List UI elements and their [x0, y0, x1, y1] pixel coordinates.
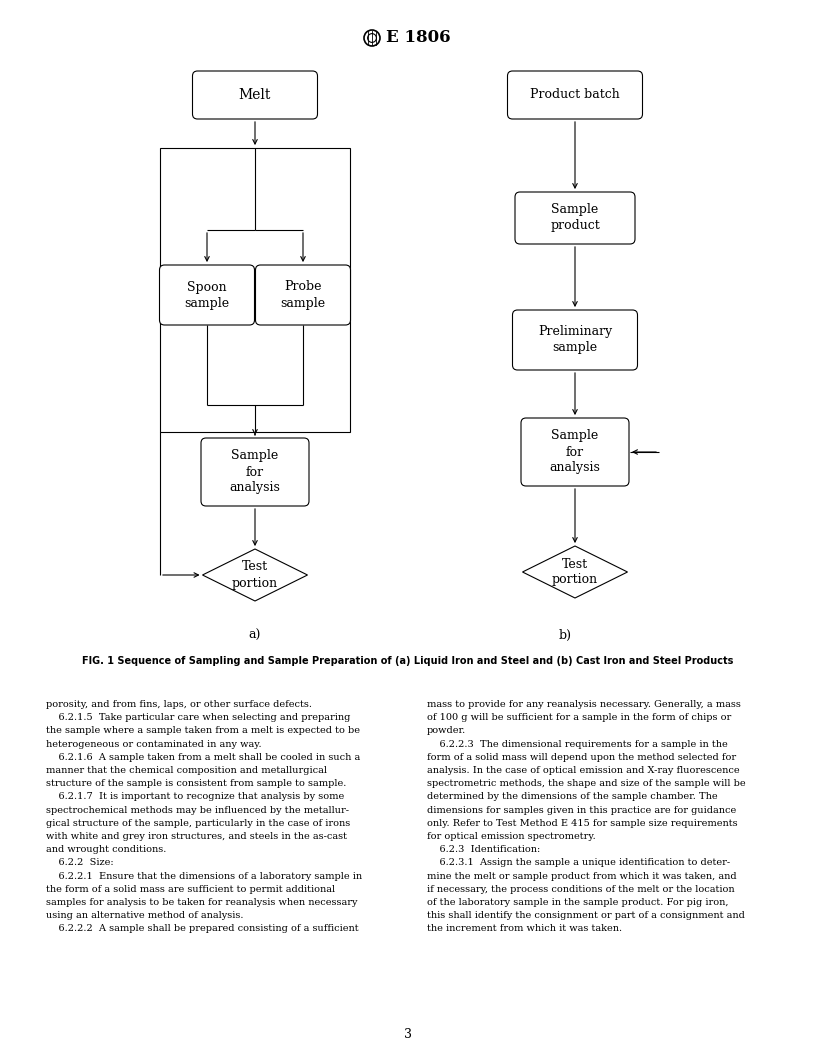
Text: Preliminary
sample: Preliminary sample [538, 325, 612, 355]
Text: spectrochemical methods may be influenced by the metallur-: spectrochemical methods may be influence… [46, 806, 349, 814]
Text: 6.2.2.3  The dimensional requirements for a sample in the: 6.2.2.3 The dimensional requirements for… [427, 739, 728, 749]
Text: mine the melt or sample product from which it was taken, and: mine the melt or sample product from whi… [427, 871, 737, 881]
Text: FIG. 1 Sequence of Sampling and Sample Preparation of (a) Liquid Iron and Steel : FIG. 1 Sequence of Sampling and Sample P… [82, 656, 734, 666]
Text: the form of a solid mass are sufficient to permit additional: the form of a solid mass are sufficient … [46, 885, 335, 893]
Text: Test
portion: Test portion [552, 558, 598, 586]
Text: 6.2.3  Identification:: 6.2.3 Identification: [427, 845, 540, 854]
FancyBboxPatch shape [521, 418, 629, 486]
Text: Melt: Melt [239, 88, 271, 102]
Text: 6.2.2  Size:: 6.2.2 Size: [46, 859, 113, 867]
Text: powder.: powder. [427, 727, 466, 735]
Text: mass to provide for any reanalysis necessary. Generally, a mass: mass to provide for any reanalysis neces… [427, 700, 741, 709]
FancyBboxPatch shape [255, 265, 351, 325]
Text: 6.2.3.1  Assign the sample a unique identification to deter-: 6.2.3.1 Assign the sample a unique ident… [427, 859, 730, 867]
Text: 6.2.1.7  It is important to recognize that analysis by some: 6.2.1.7 It is important to recognize tha… [46, 792, 344, 802]
Polygon shape [522, 546, 628, 598]
Text: E 1806: E 1806 [386, 30, 450, 46]
Text: 3: 3 [404, 1029, 412, 1041]
Text: the sample where a sample taken from a melt is expected to be: the sample where a sample taken from a m… [46, 727, 360, 735]
Text: samples for analysis to be taken for reanalysis when necessary: samples for analysis to be taken for rea… [46, 898, 357, 907]
Text: of the laboratory sample in the sample product. For pig iron,: of the laboratory sample in the sample p… [427, 898, 729, 907]
Polygon shape [202, 549, 308, 601]
Text: 6.2.2.2  A sample shall be prepared consisting of a sufficient: 6.2.2.2 A sample shall be prepared consi… [46, 924, 358, 934]
FancyBboxPatch shape [201, 438, 309, 506]
Text: 6.2.1.5  Take particular care when selecting and preparing: 6.2.1.5 Take particular care when select… [46, 713, 350, 722]
Text: b): b) [558, 628, 571, 641]
Text: Spoon
sample: Spoon sample [184, 281, 229, 309]
Text: 6.2.1.6  A sample taken from a melt shall be cooled in such a: 6.2.1.6 A sample taken from a melt shall… [46, 753, 360, 761]
FancyBboxPatch shape [512, 310, 637, 370]
Text: Probe
sample: Probe sample [281, 281, 326, 309]
Text: 6.2.2.1  Ensure that the dimensions of a laboratory sample in: 6.2.2.1 Ensure that the dimensions of a … [46, 871, 362, 881]
Text: for optical emission spectrometry.: for optical emission spectrometry. [427, 832, 596, 841]
Text: gical structure of the sample, particularly in the case of irons: gical structure of the sample, particula… [46, 818, 350, 828]
Text: spectrometric methods, the shape and size of the sample will be: spectrometric methods, the shape and siz… [427, 779, 746, 788]
FancyBboxPatch shape [193, 71, 317, 119]
Bar [160, 148, 350, 432]
FancyBboxPatch shape [508, 71, 642, 119]
Text: and wrought conditions.: and wrought conditions. [46, 845, 166, 854]
Text: only. Refer to Test Method E 415 for sample size requirements: only. Refer to Test Method E 415 for sam… [427, 818, 738, 828]
Text: Sample
for
analysis: Sample for analysis [229, 450, 281, 494]
Text: the increment from which it was taken.: the increment from which it was taken. [427, 924, 622, 934]
Text: this shall identify the consignment or part of a consignment and: this shall identify the consignment or p… [427, 911, 745, 920]
FancyBboxPatch shape [515, 192, 635, 244]
Text: of 100 g will be sufficient for a sample in the form of chips or: of 100 g will be sufficient for a sample… [427, 713, 731, 722]
Text: Sample
for
analysis: Sample for analysis [549, 430, 601, 474]
Text: Product batch: Product batch [530, 89, 620, 101]
Text: with white and grey iron structures, and steels in the as-cast: with white and grey iron structures, and… [46, 832, 347, 841]
Text: manner that the chemical composition and metallurgical: manner that the chemical composition and… [46, 766, 327, 775]
FancyBboxPatch shape [159, 265, 255, 325]
Text: a): a) [249, 628, 261, 641]
Text: Sample
product: Sample product [550, 204, 600, 232]
Text: using an alternative method of analysis.: using an alternative method of analysis. [46, 911, 243, 920]
Text: analysis. In the case of optical emission and X-ray fluorescence: analysis. In the case of optical emissio… [427, 766, 739, 775]
Text: structure of the sample is consistent from sample to sample.: structure of the sample is consistent fr… [46, 779, 346, 788]
Text: if necessary, the process conditions of the melt or the location: if necessary, the process conditions of … [427, 885, 734, 893]
Text: form of a solid mass will depend upon the method selected for: form of a solid mass will depend upon th… [427, 753, 736, 761]
Text: determined by the dimensions of the sample chamber. The: determined by the dimensions of the samp… [427, 792, 717, 802]
Text: Test
portion: Test portion [232, 561, 278, 589]
Text: heterogeneous or contaminated in any way.: heterogeneous or contaminated in any way… [46, 739, 262, 749]
Text: dimensions for samples given in this practice are for guidance: dimensions for samples given in this pra… [427, 806, 736, 814]
Text: porosity, and from fins, laps, or other surface defects.: porosity, and from fins, laps, or other … [46, 700, 312, 709]
